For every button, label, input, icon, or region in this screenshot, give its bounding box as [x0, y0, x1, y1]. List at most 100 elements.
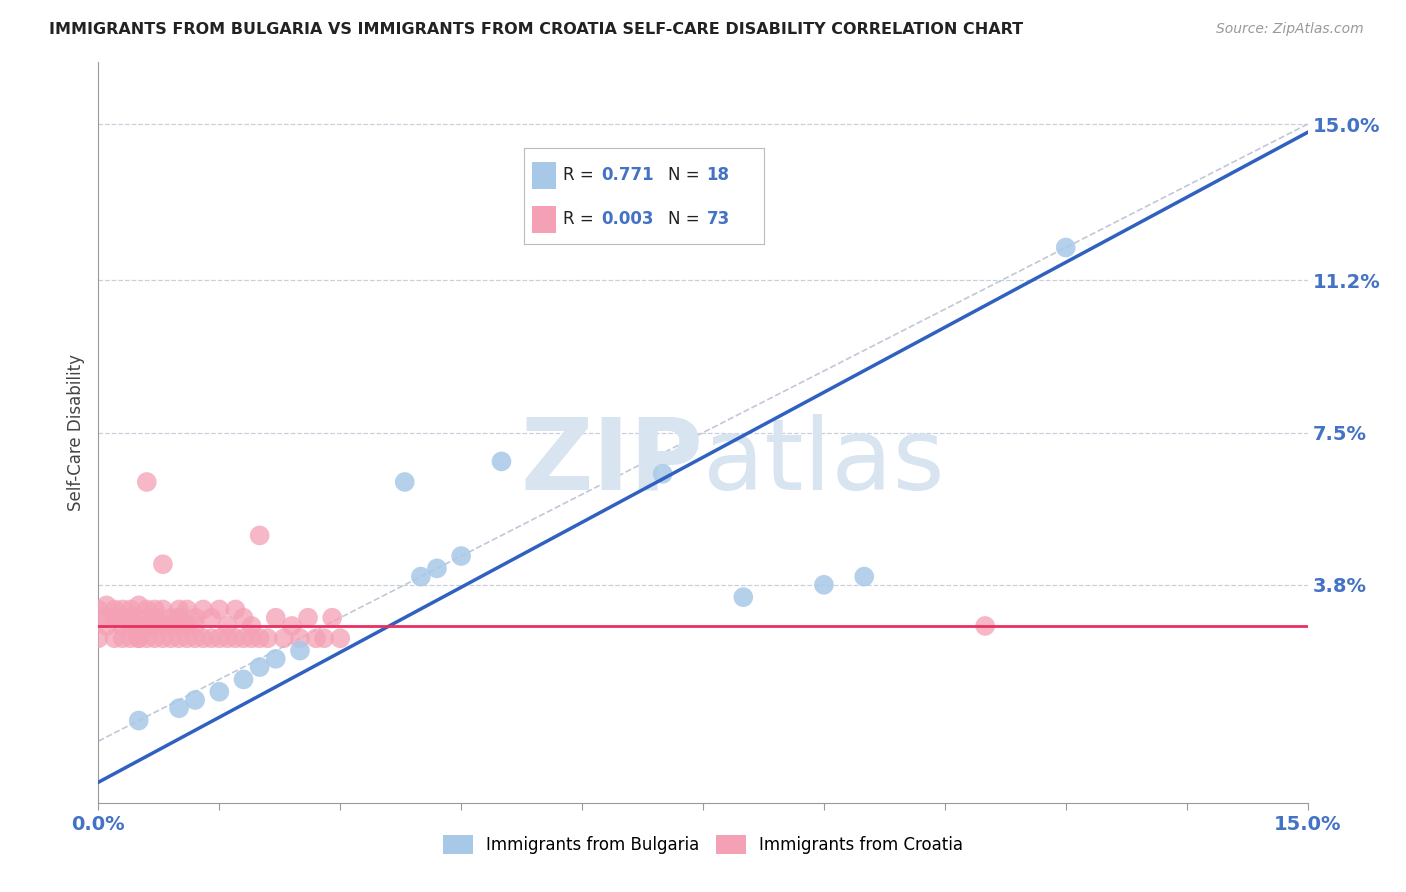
Text: R =: R = [562, 166, 593, 184]
Point [813, 578, 835, 592]
Point [103, 602, 125, 616]
Point [426, 561, 449, 575]
Text: R =: R = [562, 211, 593, 228]
Point [111, 602, 134, 616]
Point [329, 632, 352, 646]
Point [733, 590, 755, 604]
Point [143, 602, 166, 616]
Point [152, 558, 174, 572]
Text: 0.771: 0.771 [602, 166, 654, 184]
Point [409, 569, 432, 583]
Point [208, 632, 231, 646]
Point [273, 632, 295, 646]
Point [232, 673, 254, 687]
Point [152, 632, 174, 646]
Point [143, 619, 166, 633]
Point [321, 611, 343, 625]
Point [120, 619, 142, 633]
Y-axis label: Self-Care Disability: Self-Care Disability [66, 354, 84, 511]
Point [167, 701, 190, 715]
Point [87, 602, 110, 616]
Point [87, 632, 110, 646]
Point [111, 611, 134, 625]
Point [853, 569, 876, 583]
Point [160, 619, 183, 633]
Text: N =: N = [668, 211, 700, 228]
Text: IMMIGRANTS FROM BULGARIA VS IMMIGRANTS FROM CROATIA SELF-CARE DISABILITY CORRELA: IMMIGRANTS FROM BULGARIA VS IMMIGRANTS F… [49, 22, 1024, 37]
Point [224, 602, 246, 616]
Point [167, 632, 190, 646]
Point [128, 632, 150, 646]
Point [103, 611, 125, 625]
Text: 73: 73 [707, 211, 730, 228]
Point [224, 632, 246, 646]
Point [135, 475, 157, 489]
Text: atlas: atlas [703, 414, 945, 511]
Point [176, 619, 198, 633]
Point [208, 685, 231, 699]
Point [152, 619, 174, 633]
Point [217, 632, 239, 646]
Point [184, 632, 207, 646]
Text: 0.003: 0.003 [602, 211, 654, 228]
Point [184, 619, 207, 633]
Legend: Immigrants from Bulgaria, Immigrants from Croatia: Immigrants from Bulgaria, Immigrants fro… [436, 829, 970, 861]
Point [249, 632, 271, 646]
Text: Source: ZipAtlas.com: Source: ZipAtlas.com [1216, 22, 1364, 37]
Point [128, 714, 150, 728]
Point [240, 619, 263, 633]
Point [200, 632, 222, 646]
Point [167, 611, 190, 625]
Point [120, 602, 142, 616]
Point [111, 632, 134, 646]
Point [143, 611, 166, 625]
Point [288, 643, 311, 657]
Point [314, 632, 336, 646]
Point [120, 632, 142, 646]
Point [128, 611, 150, 625]
Point [167, 619, 190, 633]
Point [232, 611, 254, 625]
Point [167, 602, 190, 616]
Point [193, 632, 215, 646]
Point [264, 611, 287, 625]
Point [200, 611, 222, 625]
Point [135, 632, 157, 646]
Point [1054, 240, 1077, 255]
Point [232, 632, 254, 646]
Point [160, 632, 183, 646]
Point [208, 602, 231, 616]
Point [160, 611, 183, 625]
Point [120, 611, 142, 625]
Point [651, 467, 673, 481]
Point [176, 602, 198, 616]
Point [96, 611, 118, 625]
Text: ZIP: ZIP [520, 414, 703, 511]
Point [143, 632, 166, 646]
Point [394, 475, 416, 489]
Text: 18: 18 [707, 166, 730, 184]
Bar [531, 161, 555, 188]
Point [184, 611, 207, 625]
Point [288, 632, 311, 646]
Point [491, 454, 513, 468]
Point [240, 632, 263, 646]
Point [111, 619, 134, 633]
Point [96, 599, 118, 613]
Point [264, 652, 287, 666]
Bar [531, 206, 555, 233]
Point [96, 619, 118, 633]
Point [974, 619, 997, 633]
Point [305, 632, 328, 646]
Point [135, 619, 157, 633]
Point [128, 619, 150, 633]
Point [217, 619, 239, 633]
Point [176, 632, 198, 646]
Point [249, 528, 271, 542]
Point [249, 660, 271, 674]
Point [450, 549, 472, 563]
Point [297, 611, 319, 625]
Point [135, 602, 157, 616]
Point [128, 632, 150, 646]
Point [281, 619, 304, 633]
